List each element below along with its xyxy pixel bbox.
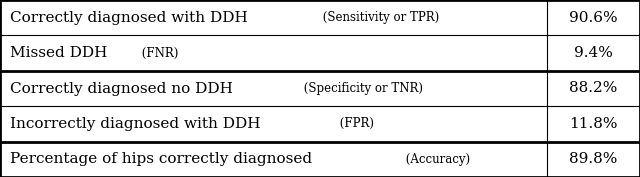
Text: (Accuracy): (Accuracy) bbox=[403, 153, 470, 166]
Text: Correctly diagnosed no DDH: Correctly diagnosed no DDH bbox=[10, 81, 232, 96]
Text: Incorrectly diagnosed with DDH: Incorrectly diagnosed with DDH bbox=[10, 117, 260, 131]
Text: Percentage of hips correctly diagnosed: Percentage of hips correctly diagnosed bbox=[10, 152, 312, 166]
Text: 9.4%: 9.4% bbox=[574, 46, 613, 60]
Text: 11.8%: 11.8% bbox=[570, 117, 618, 131]
Text: (Specificity or TNR): (Specificity or TNR) bbox=[300, 82, 423, 95]
Text: 90.6%: 90.6% bbox=[570, 11, 618, 25]
Text: (Sensitivity or TPR): (Sensitivity or TPR) bbox=[319, 11, 440, 24]
Text: (FPR): (FPR) bbox=[336, 117, 374, 130]
Text: (FNR): (FNR) bbox=[138, 47, 179, 60]
Text: 88.2%: 88.2% bbox=[570, 81, 618, 96]
Text: Missed DDH: Missed DDH bbox=[10, 46, 107, 60]
Text: 89.8%: 89.8% bbox=[570, 152, 618, 166]
Text: Correctly diagnosed with DDH: Correctly diagnosed with DDH bbox=[10, 11, 248, 25]
